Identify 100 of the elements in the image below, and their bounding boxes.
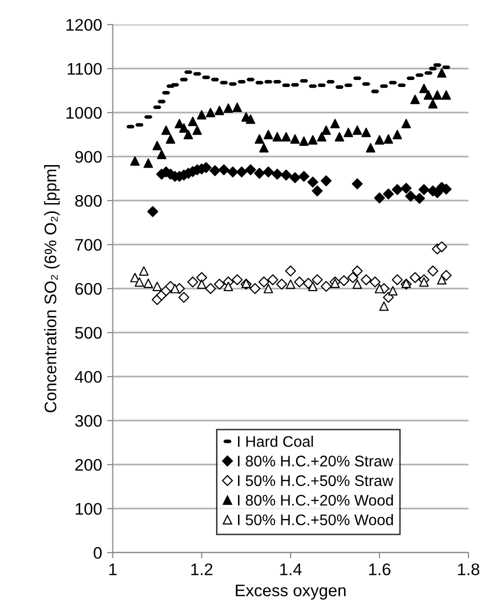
point <box>272 168 283 180</box>
point <box>374 135 384 145</box>
point <box>286 279 296 289</box>
point <box>276 278 288 290</box>
point <box>405 190 416 202</box>
point <box>205 283 216 294</box>
y-tick-label: 700 <box>75 238 102 251</box>
y-tick-label: 900 <box>75 150 102 163</box>
y-tick-label: 100 <box>76 503 102 515</box>
point <box>392 274 403 286</box>
legend-label: I 80% H.C.+20% Straw <box>238 456 394 467</box>
point <box>214 106 224 116</box>
point <box>290 134 300 144</box>
point <box>392 130 402 140</box>
point <box>384 134 394 144</box>
point <box>294 276 305 288</box>
point <box>298 170 310 182</box>
point <box>316 132 326 142</box>
point <box>272 132 282 142</box>
point <box>418 184 430 196</box>
point <box>152 282 162 292</box>
point <box>210 165 220 176</box>
point <box>312 274 323 286</box>
point <box>232 274 243 286</box>
x-tick-label: 1 <box>109 564 117 576</box>
legend-label: I 50% H.C.+50% Straw <box>238 475 394 486</box>
point <box>352 266 363 276</box>
x-axis-title: Excess oxygen <box>236 584 346 600</box>
point <box>224 282 234 292</box>
point <box>250 283 260 294</box>
point <box>392 184 403 196</box>
point <box>344 128 354 138</box>
point <box>320 175 332 186</box>
point <box>144 158 154 168</box>
point <box>347 272 358 284</box>
y-tick-label: 200 <box>75 458 102 471</box>
point <box>436 241 448 252</box>
y-axis-title: Concentration SO₂ (6% O₂) [ppm] <box>44 165 60 412</box>
legend-label: I 80% H.C.+20% Wood <box>238 494 393 506</box>
x-tick-label: 1.8 <box>458 563 480 576</box>
point <box>236 166 248 178</box>
point <box>196 279 206 289</box>
point <box>179 123 189 133</box>
point <box>374 284 384 294</box>
point <box>334 132 344 142</box>
point <box>312 185 323 196</box>
point <box>308 282 318 292</box>
x-tick-label: 1.2 <box>191 563 212 576</box>
point <box>330 118 340 128</box>
point <box>161 125 171 135</box>
point <box>379 301 389 311</box>
point <box>352 279 362 289</box>
point <box>307 176 318 188</box>
y-tick-label: 1100 <box>68 62 102 75</box>
point <box>188 116 198 126</box>
point <box>432 90 442 100</box>
point <box>259 143 269 152</box>
point <box>441 90 451 100</box>
point <box>410 272 421 284</box>
point <box>388 286 398 296</box>
point <box>130 272 140 282</box>
legend-label: I Hard Coal <box>238 436 313 447</box>
y-tick-label: 0 <box>94 547 102 559</box>
y-tick-label: 500 <box>75 326 102 339</box>
point <box>258 276 270 288</box>
point <box>262 166 274 178</box>
point <box>360 274 372 286</box>
point <box>370 276 381 288</box>
y-tick-label: 400 <box>74 370 102 383</box>
point <box>366 143 376 152</box>
point <box>410 94 420 104</box>
point <box>285 266 296 276</box>
point <box>400 182 412 194</box>
y-tick-label: 300 <box>75 414 102 427</box>
point <box>218 164 230 176</box>
point <box>419 84 429 94</box>
point <box>245 164 256 176</box>
point <box>424 90 434 100</box>
y-tick-label: 600 <box>75 282 102 295</box>
point <box>184 130 194 140</box>
point <box>302 278 314 289</box>
point <box>178 292 190 303</box>
point <box>156 150 166 160</box>
x-tick-label: 1.6 <box>369 563 390 576</box>
point <box>352 178 363 190</box>
point <box>227 166 238 178</box>
x-tick-label: 1.4 <box>280 564 302 576</box>
point <box>144 278 154 288</box>
point <box>281 132 291 142</box>
point <box>187 276 198 288</box>
point <box>166 134 176 144</box>
point <box>224 103 234 113</box>
legend-label: I 50% H.C.+50% Wood <box>238 514 393 526</box>
y-tick-label: 800 <box>75 194 102 207</box>
point <box>321 125 331 135</box>
point <box>214 278 225 290</box>
point <box>152 140 162 150</box>
y-tick-label: 1000 <box>66 106 102 119</box>
point <box>401 118 411 128</box>
point <box>174 118 184 128</box>
